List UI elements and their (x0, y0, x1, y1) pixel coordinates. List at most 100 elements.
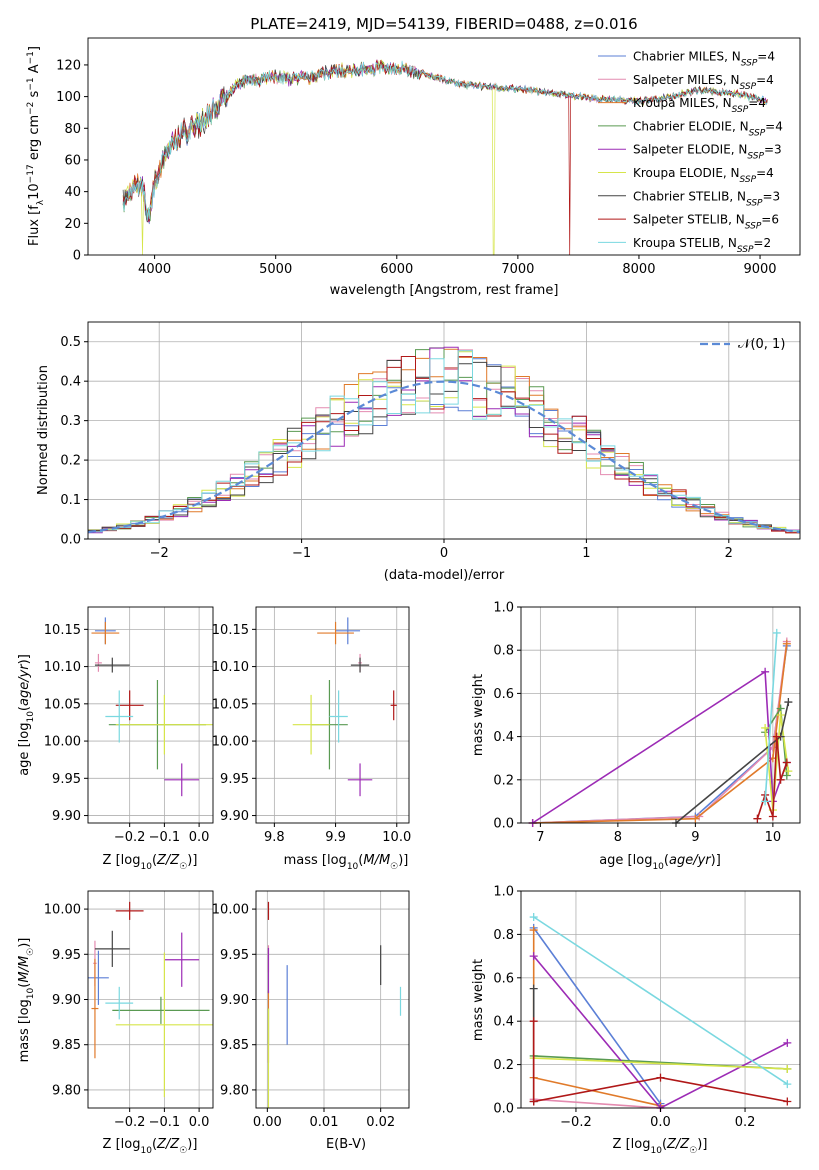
y-tick-label: 10.10 (44, 660, 81, 675)
x-tick-label: −0.2 (114, 1115, 146, 1130)
y-tick-label: 10.10 (212, 660, 249, 675)
y-tick-label: 10.05 (212, 697, 249, 712)
axis-frame: 0.00 0.01 0.02 9.80 9.85 9.90 9.95 10.00 (212, 890, 410, 1130)
y-tick-label: 120 (56, 58, 81, 73)
plus-marker (761, 797, 770, 806)
spectrum-panel: 4000 5000 6000 7000 8000 9000 0 20 40 60 80 100 120 C… (56, 37, 801, 277)
x-tick-label: −0.2 (114, 830, 146, 845)
y-tick-label: 0.6 (493, 971, 514, 986)
plus-marker (529, 1017, 538, 1026)
x-tick-label: −1 (292, 546, 311, 561)
y-tick-label: 0.2 (493, 1058, 514, 1073)
x-tick-label: 7 (536, 830, 544, 845)
weight-line (532, 645, 788, 824)
y-tick-label: 1.0 (493, 601, 514, 616)
y-tick-label: 0.0 (493, 1102, 514, 1117)
plus-marker (768, 812, 777, 821)
x-tick-label: −2 (150, 546, 169, 561)
y-tick-label: 0.5 (60, 335, 81, 350)
x-axis-label: age [log10(age/yr)] (599, 853, 721, 872)
y-tick-label: 0.4 (493, 1015, 514, 1030)
y-tick-label: 0.2 (60, 454, 81, 469)
x-tick-label: 0.2 (735, 1115, 756, 1130)
y-tick-label: 9.90 (52, 993, 81, 1008)
error-point (94, 653, 102, 672)
y-axis-label: mass weight (471, 674, 486, 756)
residual-legend: 𝒩(0, 1) (700, 337, 785, 352)
x-tick-label: −0.1 (149, 830, 181, 845)
plus-marker (529, 926, 538, 935)
x-tick-label: 6000 (380, 262, 413, 277)
axes-box (87, 606, 214, 824)
error-point (91, 621, 120, 645)
histogram-salpeter-elodie (88, 346, 800, 534)
residuals-panel: −2 −1 0 1 2 0.0 0.1 0.2 0.3 0.4 0.5 𝒩(0, 1) (60, 321, 801, 561)
y-tick-label: 10.00 (44, 903, 81, 918)
x-tick-label: 1 (582, 546, 590, 561)
y-tick-label: 0.0 (493, 817, 514, 832)
plus-marker (772, 732, 781, 741)
plot-area (528, 628, 793, 827)
error-point (350, 657, 370, 673)
plus-marker (782, 758, 791, 767)
y-tick-label: 0.3 (60, 414, 81, 429)
y-tick-label: 60 (64, 153, 81, 168)
weight-line (756, 736, 788, 819)
y-tick-label: 10.15 (212, 623, 249, 638)
legend-entry: Salpeter STELIB, NSSP=6 (633, 213, 779, 232)
error-point (115, 690, 144, 721)
plus-marker (529, 1097, 538, 1106)
y-tick-label: 9.95 (220, 948, 249, 963)
y-tick-label: 80 (64, 122, 81, 137)
plot-area (267, 901, 402, 1108)
plot-area (529, 913, 792, 1112)
plus-marker (782, 771, 791, 780)
x-tick-label: 8000 (622, 262, 655, 277)
plus-marker (529, 913, 538, 922)
legend-entry: Kroupa STELIB, NSSP=2 (633, 236, 771, 255)
axis-frame: 7 8 9 10 0.0 0.2 0.4 0.6 0.8 1.0 (493, 601, 801, 845)
weight-line (532, 641, 788, 824)
weight-line (533, 1098, 661, 1109)
legend-entry: Chabrier MILES, NSSP=4 (633, 50, 775, 69)
x-tick-label: 9.9 (325, 830, 346, 845)
error-point (94, 657, 130, 673)
error-point (317, 621, 354, 645)
plus-marker (529, 952, 538, 961)
legend-entry: Kroupa MILES, NSSP=4 (633, 96, 766, 115)
x-tick-label: 0.01 (310, 1115, 339, 1130)
mass-z-panel: −0.2 −0.1 0.0 9.80 9.85 9.90 9.95 10.00 (44, 890, 214, 1130)
y-tick-label: 20 (64, 217, 81, 232)
axis-frame: −2 −1 0 1 2 0.0 0.1 0.2 0.3 0.4 0.5 (60, 321, 801, 561)
y-tick-label: 10.15 (44, 623, 81, 638)
x-tick-label: 8 (614, 830, 622, 845)
error-point (164, 763, 200, 797)
legend-entry: 𝒩(0, 1) (738, 337, 785, 352)
plus-marker (783, 1038, 792, 1047)
y-axis-label: mass weight (471, 959, 486, 1041)
y-axis-label: age [log10(age/yr)] (17, 654, 36, 776)
weight-line (764, 632, 778, 802)
error-point (88, 950, 109, 1005)
y-tick-label: 0.4 (493, 730, 514, 745)
x-tick-label: 2 (725, 546, 733, 561)
plot-area (91, 617, 213, 797)
y-tick-label: 0.0 (60, 533, 81, 548)
plus-marker (753, 814, 762, 823)
x-axis-label: Z [log10(Z/Z☉)] (103, 1137, 198, 1156)
plus-marker (761, 723, 770, 732)
x-tick-label: 0 (440, 546, 448, 561)
weight-line (533, 1057, 788, 1070)
error-point (292, 694, 330, 755)
axis-frame: −0.2 0.0 0.2 0.0 0.2 0.4 0.6 0.8 1.0 (493, 885, 801, 1130)
x-tick-label: 9 (691, 830, 699, 845)
mass-ebv-panel: 0.00 0.01 0.02 9.80 9.85 9.90 9.95 10.00 (212, 890, 410, 1130)
plus-marker (783, 1064, 792, 1073)
y-tick-label: 10.00 (212, 735, 249, 750)
error-point (347, 763, 373, 797)
x-axis-label: wavelength [Angstrom, rest frame] (330, 283, 559, 298)
weight-line (532, 1021, 788, 1103)
y-tick-label: 9.85 (220, 1038, 249, 1053)
error-point (115, 901, 144, 920)
